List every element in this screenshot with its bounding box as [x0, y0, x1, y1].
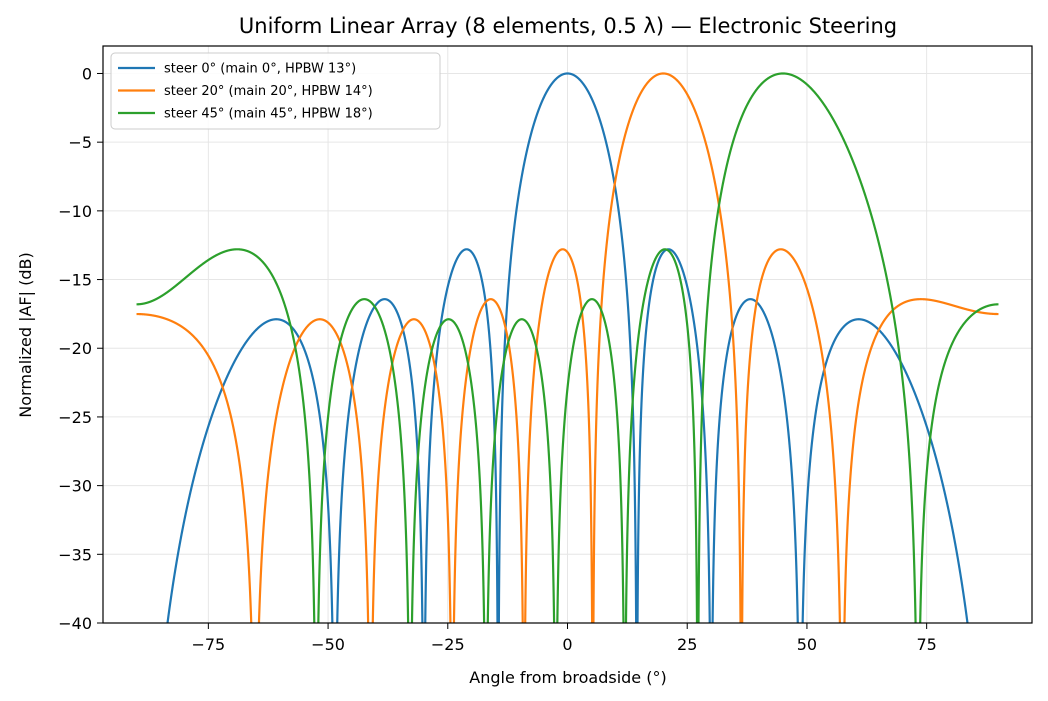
legend-label: steer 0° (main 0°, HPBW 13°)	[164, 62, 356, 77]
y-tick-label: 0	[82, 64, 92, 83]
series-line	[135, 72, 1000, 623]
legend-label: steer 20° (main 20°, HPBW 14°)	[164, 84, 373, 99]
series-line	[135, 72, 1000, 623]
y-tick-label: −40	[58, 614, 92, 633]
y-axis-ticks: 0 −5 −10 −15 −20 −25 −30 −35 −40	[58, 64, 103, 633]
x-tick-label: 25	[677, 635, 697, 654]
y-tick-label: −10	[58, 202, 92, 221]
y-tick-label: −20	[58, 339, 92, 358]
legend-box	[110, 52, 441, 130]
y-axis-label: Normalized |AF| (dB)	[16, 252, 35, 417]
x-tick-label: 0	[562, 635, 572, 654]
series-group	[135, 72, 1000, 623]
x-tick-label: −75	[191, 635, 225, 654]
x-tick-label: 50	[797, 635, 817, 654]
chart-title: Uniform Linear Array (8 elements, 0.5 λ)…	[239, 14, 897, 38]
x-axis-label: Angle from broadside (°)	[469, 668, 666, 687]
x-axis-ticks: −75 −50 −25 0 25 50 75	[191, 623, 937, 654]
legend-label: steer 45° (main 45°, HPBW 18°)	[164, 107, 373, 122]
legend: steer 0° (main 0°, HPBW 13°) steer 20° (m…	[110, 52, 441, 130]
y-tick-label: −15	[58, 271, 92, 290]
y-tick-label: −35	[58, 545, 92, 564]
x-tick-label: −25	[431, 635, 465, 654]
y-tick-label: −30	[58, 477, 92, 496]
y-tick-label: −25	[58, 408, 92, 427]
y-tick-label: −5	[68, 133, 92, 152]
x-tick-label: 75	[916, 635, 936, 654]
x-tick-label: −50	[311, 635, 345, 654]
series-line	[166, 72, 969, 623]
